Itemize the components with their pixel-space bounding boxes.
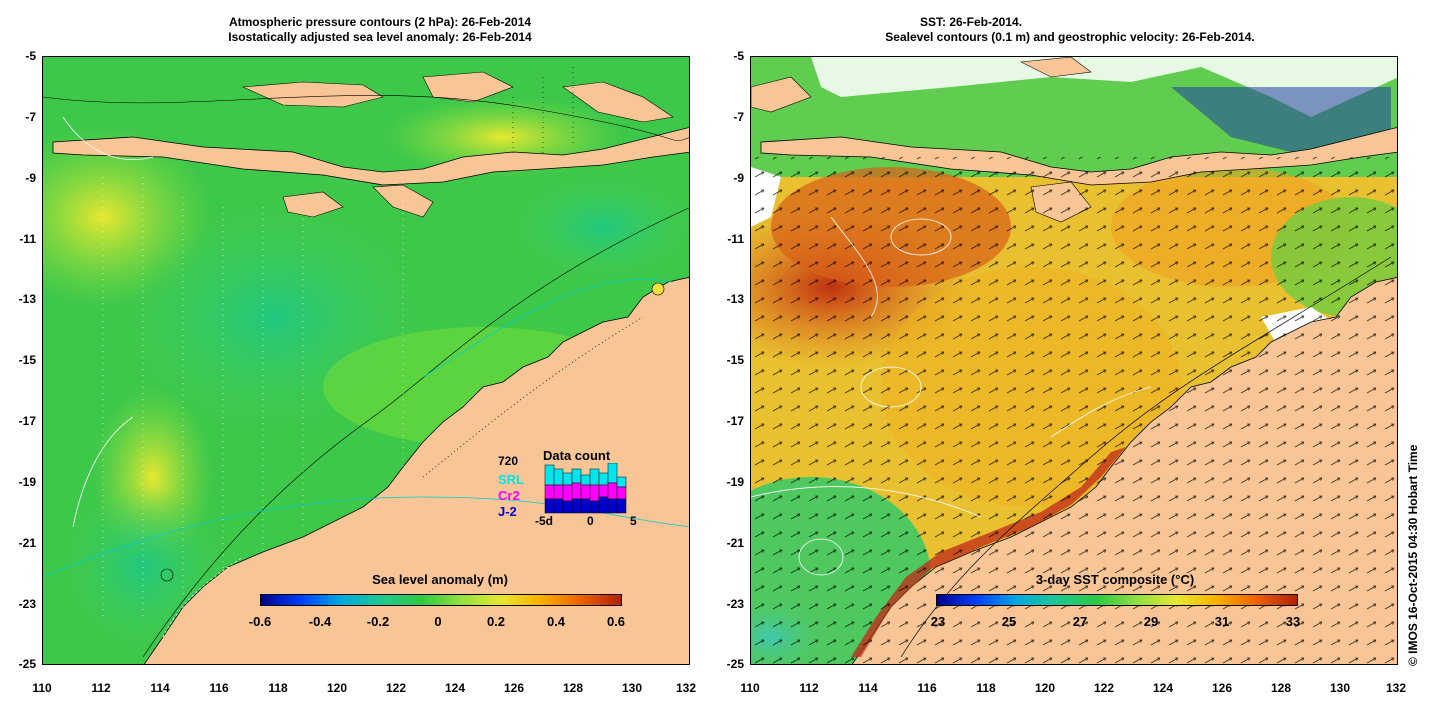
left-y-tick: -21 bbox=[18, 536, 36, 550]
sea-level-anomaly-map bbox=[43, 57, 689, 664]
imos-credit: © IMOS 16-Oct-2015 04:30 Hobart Time bbox=[1406, 444, 1420, 666]
sst-map bbox=[751, 57, 1397, 664]
mission-srl: SRL bbox=[498, 472, 524, 487]
right-x-tick: 122 bbox=[1093, 681, 1115, 695]
right-colorbar bbox=[936, 594, 1298, 606]
right-x-tick: 132 bbox=[1385, 681, 1407, 695]
histogram-tick-mid: 0 bbox=[587, 514, 594, 528]
right-cb-tick: 33 bbox=[1285, 614, 1301, 629]
right-colorbar-label: 3-day SST composite (°C) bbox=[1035, 572, 1195, 587]
right-cb-tick: 23 bbox=[930, 614, 946, 629]
left-cb-tick: 0.4 bbox=[546, 614, 566, 629]
left-x-tick: 118 bbox=[268, 681, 288, 695]
right-y-tick: -13 bbox=[726, 292, 744, 306]
right-title-line2: Sealevel contours (0.1 m) and geostrophi… bbox=[885, 30, 1255, 44]
right-y-tick: -19 bbox=[726, 475, 744, 489]
left-title-line2: Isostatically adjusted sea level anomaly… bbox=[228, 30, 532, 44]
left-colorbar-label: Sea level anomaly (m) bbox=[372, 572, 508, 587]
left-x-tick: 114 bbox=[150, 681, 170, 695]
right-cb-tick: 31 bbox=[1214, 614, 1230, 629]
right-x-tick: 124 bbox=[1152, 681, 1174, 695]
left-y-tick: -13 bbox=[18, 292, 36, 306]
left-colorbar bbox=[260, 594, 622, 606]
data-count-title: Data count bbox=[543, 448, 611, 463]
right-y-tick: -9 bbox=[733, 171, 744, 185]
right-x-tick: 112 bbox=[799, 681, 819, 695]
left-cb-tick: -0.6 bbox=[248, 614, 272, 629]
left-cb-tick: -0.4 bbox=[308, 614, 332, 629]
right-y-tick: -23 bbox=[726, 597, 744, 611]
mission-cr2: Cr2 bbox=[498, 488, 520, 503]
left-y-tick: -19 bbox=[18, 475, 36, 489]
right-x-tick: 110 bbox=[740, 681, 760, 695]
right-x-tick: 118 bbox=[976, 681, 996, 695]
left-x-tick: 128 bbox=[562, 681, 584, 695]
right-title: SST: 26-Feb-2014. Sealevel contours (0.1… bbox=[820, 15, 1320, 45]
left-x-tick: 132 bbox=[675, 681, 697, 695]
left-cb-tick: -0.2 bbox=[366, 614, 390, 629]
data-count-total: 720 bbox=[498, 454, 519, 468]
left-y-tick: -23 bbox=[18, 597, 36, 611]
right-y-tick: -11 bbox=[727, 232, 744, 246]
left-y-tick: -17 bbox=[18, 414, 36, 428]
left-y-tick: -5 bbox=[25, 49, 36, 63]
left-y-tick: -11 bbox=[19, 232, 36, 246]
right-cb-tick: 25 bbox=[1001, 614, 1017, 629]
right-y-tick: -25 bbox=[726, 657, 744, 671]
right-y-tick: -5 bbox=[733, 49, 744, 63]
right-cb-tick: 27 bbox=[1072, 614, 1088, 629]
mission-j2: J-2 bbox=[498, 504, 517, 519]
left-y-tick: -7 bbox=[25, 110, 36, 124]
right-y-tick: -21 bbox=[726, 536, 744, 550]
data-count-histogram bbox=[544, 463, 627, 514]
right-x-tick: 128 bbox=[1270, 681, 1292, 695]
left-cb-tick: 0 bbox=[434, 614, 442, 629]
right-x-tick: 120 bbox=[1034, 681, 1056, 695]
right-y-tick: -15 bbox=[726, 353, 744, 367]
left-map[interactable]: 720 Data count SRL Cr2 J-2 -5d 0 5 bbox=[42, 56, 690, 665]
right-cb-tick: 29 bbox=[1143, 614, 1159, 629]
right-map[interactable] bbox=[750, 56, 1398, 665]
left-cb-tick: 0.6 bbox=[606, 614, 626, 629]
histogram-tick-start: -5d bbox=[535, 514, 553, 528]
left-x-tick: 120 bbox=[326, 681, 348, 695]
left-y-tick: -25 bbox=[18, 657, 36, 671]
right-x-tick: 114 bbox=[858, 681, 878, 695]
left-x-tick: 130 bbox=[621, 681, 643, 695]
left-y-tick: -15 bbox=[18, 353, 36, 367]
left-y-tick: -9 bbox=[25, 171, 36, 185]
right-title-line1: SST: 26-Feb-2014. bbox=[920, 15, 1023, 29]
right-x-tick: 130 bbox=[1329, 681, 1351, 695]
right-x-tick: 126 bbox=[1211, 681, 1233, 695]
left-title: Atmospheric pressure contours (2 hPa): 2… bbox=[170, 15, 590, 45]
left-cb-tick: 0.2 bbox=[486, 614, 506, 629]
left-x-tick: 126 bbox=[503, 681, 525, 695]
left-x-tick: 116 bbox=[209, 681, 229, 695]
left-x-tick: 124 bbox=[444, 681, 466, 695]
left-x-tick: 122 bbox=[385, 681, 407, 695]
left-x-tick: 110 bbox=[32, 681, 52, 695]
left-title-line1: Atmospheric pressure contours (2 hPa): 2… bbox=[228, 15, 532, 29]
right-y-tick: -7 bbox=[733, 110, 744, 124]
right-x-tick: 116 bbox=[917, 681, 937, 695]
left-x-tick: 112 bbox=[91, 681, 111, 695]
histogram-tick-end: 5 bbox=[630, 514, 637, 528]
right-y-tick: -17 bbox=[726, 414, 744, 428]
